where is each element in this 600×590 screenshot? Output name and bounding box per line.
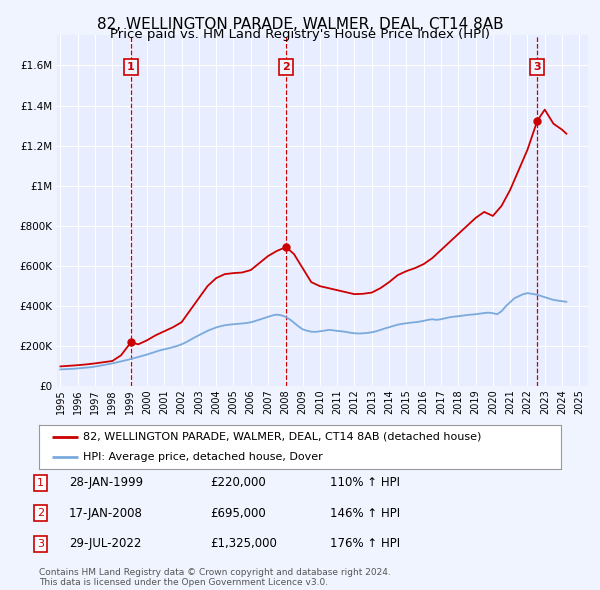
Text: 17-JAN-2008: 17-JAN-2008 — [69, 507, 143, 520]
Text: 176% ↑ HPI: 176% ↑ HPI — [330, 537, 400, 550]
Text: 1: 1 — [37, 478, 44, 487]
Text: £220,000: £220,000 — [210, 476, 266, 489]
Text: 110% ↑ HPI: 110% ↑ HPI — [330, 476, 400, 489]
Text: HPI: Average price, detached house, Dover: HPI: Average price, detached house, Dove… — [83, 452, 323, 462]
Text: Contains HM Land Registry data © Crown copyright and database right 2024.
This d: Contains HM Land Registry data © Crown c… — [39, 568, 391, 587]
Text: 82, WELLINGTON PARADE, WALMER, DEAL, CT14 8AB (detached house): 82, WELLINGTON PARADE, WALMER, DEAL, CT1… — [83, 432, 482, 442]
Text: Price paid vs. HM Land Registry's House Price Index (HPI): Price paid vs. HM Land Registry's House … — [110, 28, 490, 41]
Text: 2: 2 — [37, 509, 44, 518]
Text: 3: 3 — [37, 539, 44, 549]
Text: 29-JUL-2022: 29-JUL-2022 — [69, 537, 142, 550]
Text: £695,000: £695,000 — [210, 507, 266, 520]
Text: 2: 2 — [282, 62, 290, 72]
Text: £1,325,000: £1,325,000 — [210, 537, 277, 550]
Text: 3: 3 — [533, 62, 541, 72]
Text: 28-JAN-1999: 28-JAN-1999 — [69, 476, 143, 489]
Text: 82, WELLINGTON PARADE, WALMER, DEAL, CT14 8AB: 82, WELLINGTON PARADE, WALMER, DEAL, CT1… — [97, 17, 503, 31]
Text: 1: 1 — [127, 62, 135, 72]
Text: 146% ↑ HPI: 146% ↑ HPI — [330, 507, 400, 520]
